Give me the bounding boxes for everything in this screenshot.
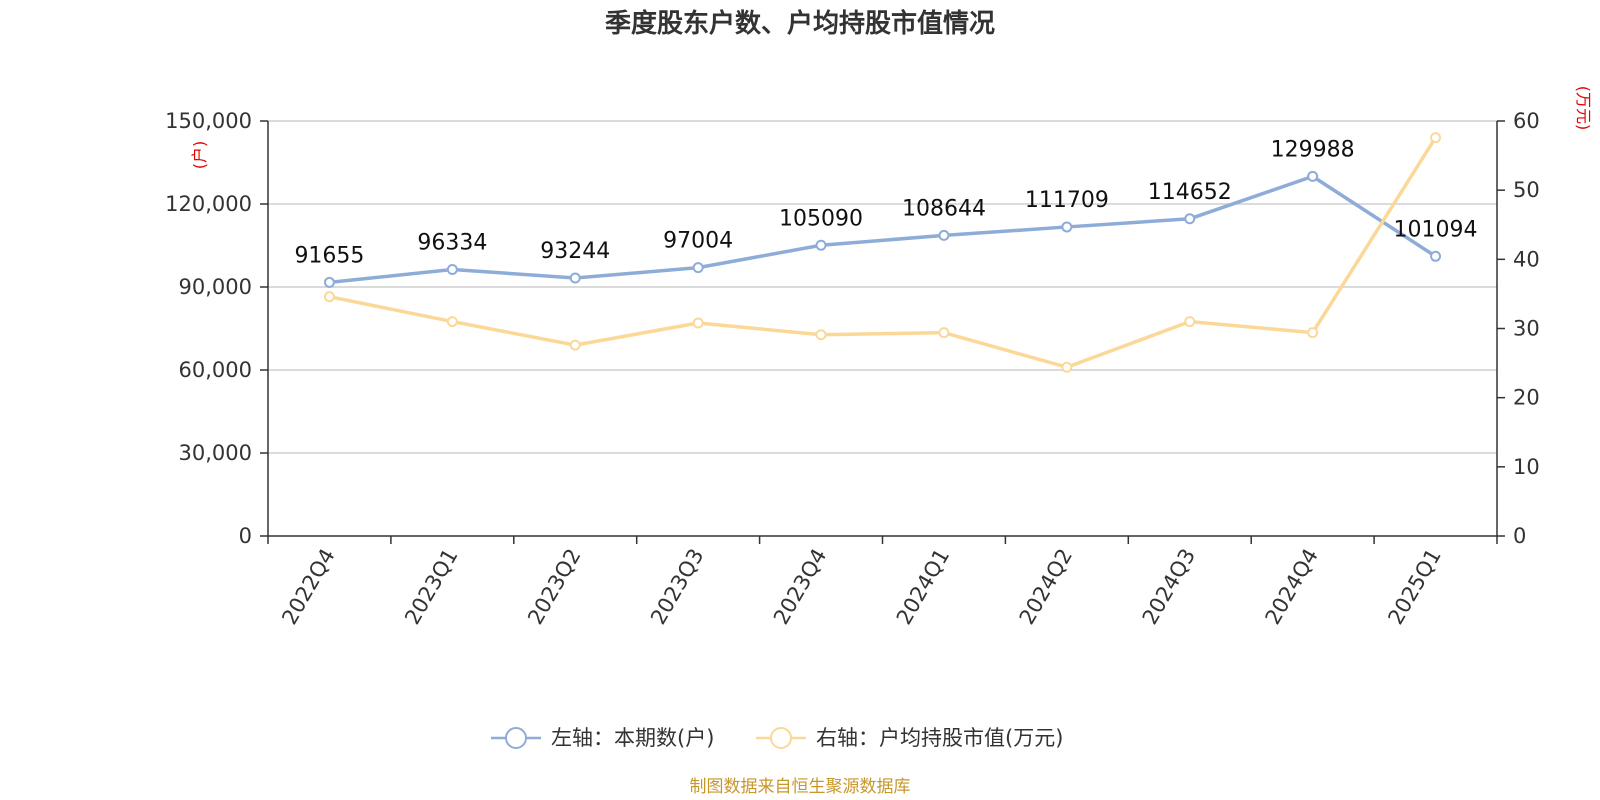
data-label: 91655 <box>294 243 364 268</box>
series-1-point[interactable] <box>323 291 335 303</box>
x-tick-label: 2023Q2 <box>523 545 585 629</box>
series-lines <box>329 136 1438 369</box>
data-label: 129988 <box>1271 137 1355 162</box>
series-1-point[interactable] <box>815 329 827 341</box>
series-line-1 <box>329 136 1438 369</box>
series-0-point[interactable] <box>815 239 827 251</box>
data-labels: 91655 96334 93244 97004 105090 108644 111709 11… <box>294 137 1477 268</box>
legend-item-households[interactable]: 左轴：本期数(户) <box>491 726 714 750</box>
legend-label-households: 左轴：本期数(户) <box>551 726 714 750</box>
left-tick-label: 30,000 <box>179 441 252 465</box>
x-tick-label: 2023Q4 <box>769 545 831 629</box>
series-0-point[interactable] <box>1184 213 1196 225</box>
data-label: 114652 <box>1148 180 1232 205</box>
series-1-point[interactable] <box>446 316 458 328</box>
left-tick-label: 120,000 <box>165 192 252 216</box>
data-label: 97004 <box>663 229 733 254</box>
right-axis-unit-label: (万元) <box>1574 86 1593 131</box>
series-0-point[interactable] <box>446 263 458 275</box>
legend-swatch-households-marker <box>505 727 527 749</box>
series-0-point[interactable] <box>323 276 335 288</box>
x-tick-label: 2023Q1 <box>400 545 462 629</box>
series-1-point[interactable] <box>692 317 704 329</box>
series-0-point[interactable] <box>1430 250 1442 262</box>
left-tick-label: 90,000 <box>179 275 252 299</box>
series-0-point[interactable] <box>1061 221 1073 233</box>
series-line-0 <box>329 174 1437 285</box>
data-label: 101094 <box>1394 217 1478 242</box>
x-tick-label: 2024Q3 <box>1138 545 1200 629</box>
series-1-point[interactable] <box>1061 361 1073 373</box>
legend-swatch-avg-value-marker <box>770 727 792 749</box>
data-label: 96334 <box>417 230 487 255</box>
right-tick-label: 30 <box>1513 317 1540 341</box>
left-tick-label: 60,000 <box>179 358 252 382</box>
data-label: 108644 <box>902 196 986 221</box>
grid-lines <box>268 120 1497 454</box>
left-axis-ticks: 0 30,000 60,000 90,000 120,000 150,000 <box>165 109 268 548</box>
series-0-point[interactable] <box>692 262 704 274</box>
right-axis-ticks: 0 10 20 30 40 50 60 <box>1497 109 1540 548</box>
left-axis-unit-label: (户) <box>190 141 209 170</box>
series-1-point[interactable] <box>1184 316 1196 328</box>
left-tick-label: 0 <box>239 524 252 548</box>
right-tick-label: 50 <box>1513 178 1540 202</box>
x-tick-label: 2024Q1 <box>892 544 954 628</box>
x-tick-label: 2024Q4 <box>1261 545 1323 629</box>
series-1-point[interactable] <box>938 327 950 339</box>
x-tick-label: 2025Q1 <box>1383 545 1445 629</box>
right-tick-label: 10 <box>1513 455 1540 479</box>
data-source-note: 制图数据来自恒生聚源数据库 <box>690 777 911 797</box>
x-tick-label: 2022Q4 <box>277 545 339 629</box>
chart-title: 季度股东户数、户均持股市值情况 <box>605 8 995 39</box>
series-1-point[interactable] <box>1307 327 1319 339</box>
legend-label-avg-value: 右轴：户均持股市值(万元) <box>816 726 1063 750</box>
right-tick-label: 20 <box>1513 386 1540 410</box>
right-tick-label: 40 <box>1513 247 1540 271</box>
series-1-point[interactable] <box>569 339 581 351</box>
series-0-point[interactable] <box>569 272 581 284</box>
data-label: 111709 <box>1025 188 1109 213</box>
series-points <box>323 132 1442 373</box>
data-label: 105090 <box>779 206 863 231</box>
right-tick-label: 60 <box>1513 109 1540 133</box>
x-axis-ticks: 2022Q4 2023Q1 2023Q2 2023Q3 2023Q4 2024Q1 2024… <box>267 536 1498 629</box>
series-0-point[interactable] <box>1307 170 1319 182</box>
legend: 左轴：本期数(户) 右轴：户均持股市值(万元) <box>491 726 1063 750</box>
series-0-point[interactable] <box>938 229 950 241</box>
left-tick-label: 150,000 <box>165 109 252 133</box>
x-tick-label: 2023Q3 <box>646 545 708 629</box>
legend-item-avg-value[interactable]: 右轴：户均持股市值(万元) <box>756 726 1063 750</box>
right-tick-label: 0 <box>1513 524 1526 548</box>
x-tick-label: 2024Q2 <box>1015 545 1077 629</box>
series-1-point[interactable] <box>1430 132 1442 144</box>
data-label: 93244 <box>540 239 610 264</box>
